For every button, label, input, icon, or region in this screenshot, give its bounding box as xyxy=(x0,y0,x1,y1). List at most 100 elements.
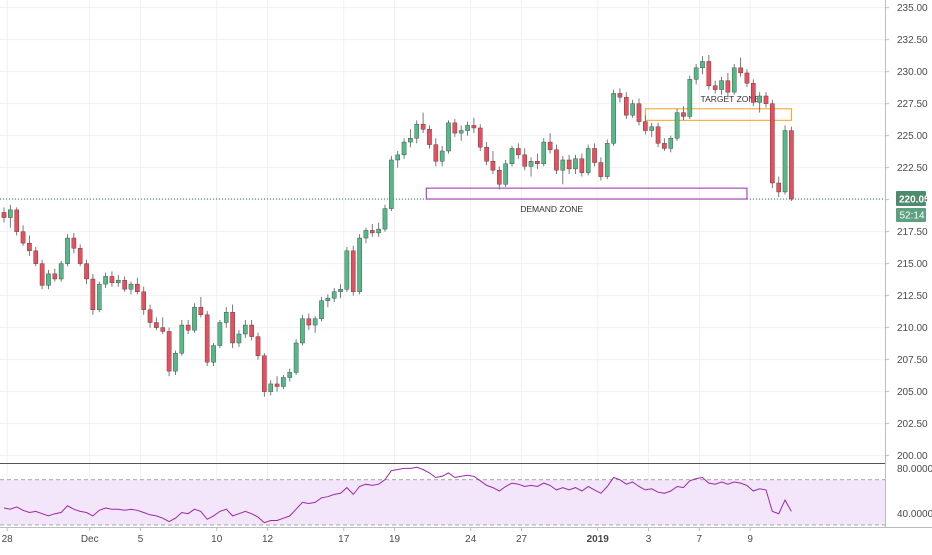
time-tick-label: 19 xyxy=(389,534,401,545)
candle-body xyxy=(230,312,235,344)
candle-body xyxy=(185,324,191,331)
price-tick-label: 200.00 xyxy=(897,451,928,462)
rsi-band xyxy=(0,479,885,525)
price-tick-label: 215.00 xyxy=(897,259,928,270)
candle-body xyxy=(662,143,667,149)
price-tick-label: 235.00 xyxy=(897,3,928,14)
candle-body xyxy=(446,122,451,152)
time-tick-label: 9 xyxy=(747,534,753,545)
candle-body xyxy=(770,103,775,184)
candle-body xyxy=(497,170,502,185)
candle-body xyxy=(528,161,534,167)
candle-body xyxy=(84,263,89,280)
candle-body xyxy=(516,148,521,156)
candle-body xyxy=(46,273,51,286)
price-tick-label: 217.50 xyxy=(897,227,928,238)
candle-body xyxy=(643,121,648,131)
candle-body xyxy=(71,237,77,249)
candle-body xyxy=(211,345,216,363)
rsi-line xyxy=(3,466,792,524)
candle-body xyxy=(630,103,635,116)
candle-body xyxy=(573,158,578,170)
grid xyxy=(0,0,932,528)
candle-body xyxy=(547,141,553,150)
candle-body xyxy=(350,250,356,292)
candle-body xyxy=(135,283,140,292)
candle-body xyxy=(490,161,496,171)
candle-body xyxy=(173,353,178,372)
candle-body xyxy=(255,336,261,356)
candle-body xyxy=(477,127,483,148)
candle-body xyxy=(452,122,458,134)
candle-body xyxy=(458,130,464,134)
candle-body xyxy=(782,130,788,193)
price-tick-label: 207.50 xyxy=(897,355,928,366)
candle-body xyxy=(389,159,394,209)
candle-body xyxy=(617,93,623,98)
candle-body xyxy=(262,355,267,392)
candle-body xyxy=(585,148,591,173)
candle-body xyxy=(331,291,337,299)
candle-body xyxy=(439,150,445,162)
candle-body xyxy=(433,144,439,162)
candle-body xyxy=(20,231,26,244)
candle-body xyxy=(579,158,585,173)
time-tick-label: 17 xyxy=(338,534,350,545)
candle-body xyxy=(554,149,559,171)
candle-body xyxy=(344,250,350,290)
price-tick-label: 212.50 xyxy=(897,291,928,302)
target-zone-label: TARGET ZONE xyxy=(701,94,761,104)
candle-body xyxy=(668,138,674,149)
time-tick-label: 3 xyxy=(646,534,652,545)
time-tick-label: 2019 xyxy=(587,534,610,545)
candle-body xyxy=(319,300,324,319)
candle-body xyxy=(693,67,699,80)
time-tick-label: 10 xyxy=(211,534,223,545)
candle-body xyxy=(268,383,274,392)
price-tick-label: 230.00 xyxy=(897,67,928,78)
zones: TARGET ZONE DEMAND ZONE xyxy=(0,94,885,214)
price-tick-label: 202.50 xyxy=(897,419,928,430)
candle-body xyxy=(420,123,426,130)
candle-body xyxy=(751,82,756,103)
candle-body xyxy=(128,283,134,290)
candle-body xyxy=(204,314,210,363)
candle-body xyxy=(236,333,242,344)
candle-body xyxy=(33,250,39,264)
candle-body xyxy=(649,126,654,131)
candle-body xyxy=(522,154,527,167)
candle-body xyxy=(687,79,693,117)
candle-body xyxy=(122,280,127,290)
candle-body xyxy=(58,263,64,280)
time-tick-label: 5 xyxy=(138,534,144,545)
time-tick-label: Dec xyxy=(81,534,99,545)
candle-body xyxy=(382,208,388,230)
candle-body xyxy=(706,61,712,86)
candle-body xyxy=(370,230,375,234)
candle-body xyxy=(471,125,477,129)
countdown-label: 52:14 xyxy=(900,211,925,222)
candle-body xyxy=(223,312,229,323)
demand-zone-box xyxy=(425,187,748,200)
candle-body xyxy=(1,212,7,218)
candle-body xyxy=(293,342,299,373)
candle-body xyxy=(427,129,432,145)
candle-body xyxy=(192,306,197,331)
candle-body xyxy=(465,125,470,131)
candle-body xyxy=(674,112,680,139)
candle-body xyxy=(39,263,45,286)
price-tick-label: 210.00 xyxy=(897,323,928,334)
time-tick-label: 27 xyxy=(516,534,528,545)
candle-body xyxy=(52,273,58,280)
candle-body xyxy=(14,209,20,232)
time-tick-label: 24 xyxy=(465,534,477,545)
candle-body xyxy=(484,146,489,162)
candle-body xyxy=(287,372,293,378)
candle-body xyxy=(712,85,718,90)
candle-body xyxy=(300,318,305,344)
candle-body xyxy=(560,159,566,171)
candle-body xyxy=(744,72,750,84)
candle-body xyxy=(776,182,781,193)
